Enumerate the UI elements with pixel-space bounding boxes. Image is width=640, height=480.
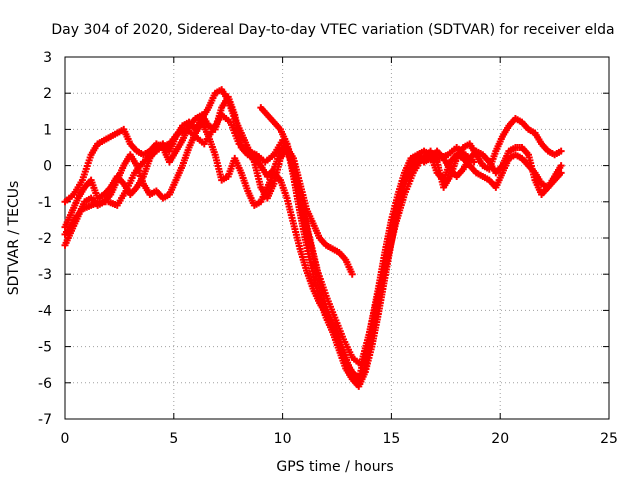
data-point bbox=[557, 162, 565, 170]
y-tick-label: 3 bbox=[43, 50, 52, 66]
x-tick-label: 20 bbox=[491, 431, 509, 447]
x-tick-label: 15 bbox=[382, 431, 400, 447]
y-tick-label: 1 bbox=[43, 122, 52, 138]
x-axis-label: GPS time / hours bbox=[276, 459, 393, 475]
y-tick-label: -4 bbox=[38, 303, 52, 319]
grid-lines bbox=[65, 57, 609, 419]
y-tick-label: -3 bbox=[38, 267, 52, 283]
x-tick-label: 25 bbox=[600, 431, 618, 447]
x-tick-label: 0 bbox=[61, 431, 70, 447]
tick-labels: -7 -6 -5 -4 -3 -2 -1 0 1 2 3 0 5 10 15 20 25 bbox=[38, 50, 618, 447]
data-point bbox=[348, 270, 356, 278]
data-point bbox=[557, 169, 565, 177]
y-axis-label: SDTVAR / TECUs bbox=[6, 181, 22, 296]
y-tick-label: -7 bbox=[38, 412, 52, 428]
x-tick-label: 10 bbox=[274, 431, 292, 447]
y-tick-label: -1 bbox=[38, 195, 52, 211]
chart-title: Day 304 of 2020, Sidereal Day-to-day VTE… bbox=[51, 22, 614, 38]
y-tick-label: -5 bbox=[38, 340, 52, 356]
y-tick-label: -2 bbox=[38, 231, 52, 247]
data-point bbox=[470, 158, 478, 166]
data-point bbox=[557, 147, 565, 155]
data-points bbox=[61, 86, 565, 390]
y-tick-label: 2 bbox=[43, 86, 52, 102]
y-tick-label: 0 bbox=[43, 159, 52, 175]
y-tick-label: -6 bbox=[38, 376, 52, 392]
x-tick-label: 5 bbox=[169, 431, 178, 447]
